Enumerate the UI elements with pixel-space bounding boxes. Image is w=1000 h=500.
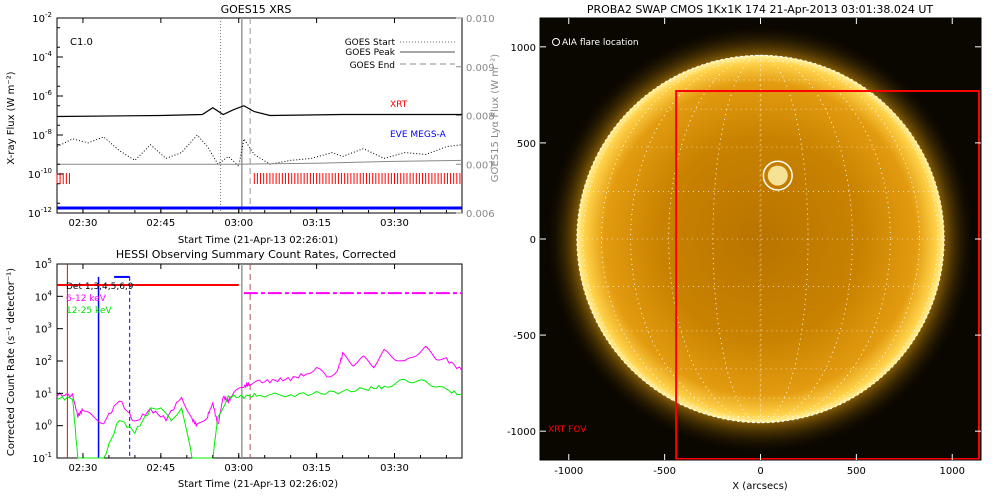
goes-ytick-label: 10-8	[32, 128, 52, 142]
goes-ytick-exp: -2	[45, 11, 52, 19]
swap-xtick-label: 1000	[940, 466, 965, 477]
hessi-legend-6-12: 6-12 keV	[66, 294, 107, 304]
flare-legend-marker	[552, 38, 560, 46]
goes-ytick-exp: -4	[45, 50, 53, 58]
hessi-marks	[56, 264, 463, 459]
swap-ytick-label: -500	[513, 331, 536, 342]
hessi-ytick-exp: -1	[45, 451, 52, 459]
hessi-ytick-exp: 3	[48, 322, 52, 330]
goes-series-long	[56, 105, 462, 118]
hessi-panel: HESSI Observing Summary Count Rates, Cor…	[6, 248, 463, 490]
goes-ytick-exp: -6	[45, 89, 53, 97]
goes-xrt-annotation: XRT	[390, 100, 408, 110]
swap-ytick-label: -1000	[507, 427, 536, 438]
sun-longitude-line	[712, 54, 809, 424]
goes-ytick-exp: -12	[41, 206, 52, 214]
goes-ylabel: X-ray Flux (W m⁻²)	[6, 71, 17, 164]
hessi-legend: Det 1,3,4,5,6,9 6-12 keV 12-25 keV	[66, 282, 134, 316]
hessi-xtick-label: 02:45	[146, 463, 175, 474]
swap-xlabel: X (arcsecs)	[732, 481, 788, 492]
goes-ytick-label: 10-10	[28, 167, 52, 181]
goes-xtick-label: 03:30	[380, 218, 409, 229]
swap-ytick-label: 0	[530, 235, 536, 246]
sun-limb	[576, 54, 945, 424]
swap-panel: PROBA2 SWAP CMOS 1Kx1K 174 21-Apr-2013 0…	[507, 3, 982, 492]
goes-ytick-exp: -10	[41, 167, 52, 175]
goes-ytick-right-label: 0.009	[466, 63, 495, 74]
hessi-ytick-exp: 4	[48, 289, 53, 297]
hessi-ytick-exp: 1	[48, 386, 52, 394]
active-region	[767, 165, 788, 186]
goes-ytick-right-label: 0.010	[466, 14, 495, 25]
goes-series-lyman	[57, 159, 463, 165]
goes-xtick-label: 02:30	[69, 218, 98, 229]
goes-xtick-label: 03:00	[224, 218, 253, 229]
goes-eve-annotation: EVE MEGS-A	[390, 130, 447, 140]
goes-xlabel: Start Time (21-Apr-13 02:26:01)	[178, 235, 338, 246]
hessi-ytick-exp: 0	[48, 419, 52, 427]
hessi-ytick-exp: 2	[48, 354, 52, 362]
hessi-ytick-label: 104	[35, 289, 53, 303]
hessi-ylabel: Corrected Count Rate (s⁻¹ detector⁻¹)	[6, 268, 17, 456]
swap-xtick-label: -500	[653, 466, 676, 477]
swap-xtick-label: 0	[757, 466, 763, 477]
hessi-ytick-label: 100	[35, 419, 52, 433]
aia-flare-location-circle	[762, 160, 793, 191]
xrt-fov-rect	[675, 90, 980, 460]
goes-ytick-label: 10-6	[32, 89, 52, 103]
hessi-xtick-label: 03:30	[380, 463, 409, 474]
goes-panel: GOES15 XRS 02:30 02:45 03:00 03:15 03:30 10-1…	[6, 3, 501, 246]
hessi-ytick-label: 102	[35, 354, 52, 368]
hessi-ytick-exp: 5	[48, 257, 52, 265]
hessi-ytick-label: 101	[35, 386, 52, 400]
hessi-title: HESSI Observing Summary Count Rates, Cor…	[116, 248, 396, 261]
swap-image	[543, 22, 980, 460]
swap-ytick-label: 500	[517, 139, 536, 150]
goes-class-label: C1.0	[70, 37, 93, 48]
goes-ytick-label: 10-4	[32, 50, 52, 64]
swap-title: PROBA2 SWAP CMOS 1Kx1K 174 21-Apr-2013 0…	[587, 3, 934, 16]
sun-longitude-line	[630, 54, 891, 424]
goes-xtick-label: 02:45	[146, 218, 175, 229]
goes-ytick-exp: -8	[45, 128, 52, 136]
hessi-legend-header: Det 1,3,4,5,6,9	[66, 282, 134, 292]
goes-ytick-right-label: 0.006	[466, 209, 495, 220]
hessi-ytick-label: 103	[35, 322, 52, 336]
swap-ytick-label: 1000	[511, 43, 536, 54]
goes-title: GOES15 XRS	[221, 3, 292, 16]
hessi-xtick-label: 02:30	[69, 463, 98, 474]
goes-ytick-right-label: 0.008	[466, 112, 495, 123]
goes-ytick-right-label: 0.007	[466, 160, 495, 171]
goes-legend-start: GOES Start	[345, 38, 396, 48]
hessi-xlabel: Start Time (21-Apr-13 02:26:02)	[178, 479, 338, 490]
goes-legend-peak: GOES Peak	[345, 48, 395, 58]
goes-ytick-label: 10-12	[28, 206, 52, 220]
hessi-series-12-25 keV	[56, 378, 463, 459]
swap-xtick-label: 500	[847, 466, 866, 477]
goes-axes: 02:30 02:45 03:00 03:15 03:30 10-12 10-10 10-8 1…	[28, 11, 495, 229]
hessi-ytick-label: 10-1	[32, 451, 52, 465]
swap-fov-label: XRT FOV	[548, 425, 587, 435]
swap-axes: -1000 -1000 -500 -500 0 0 500 500 1000 1000	[507, 18, 981, 477]
hessi-series-6-12 keV	[56, 345, 463, 427]
swap-flare-label: AIA flare location	[562, 38, 639, 48]
goes-ylabel-right: GOES15 Lyα Flux (W m⁻²)	[490, 54, 501, 182]
goes-legend-end: GOES End	[350, 61, 395, 71]
sun-longitude-line	[759, 54, 762, 424]
goes-legend: GOES Start GOES Peak GOES End	[345, 38, 455, 71]
hessi-xtick-label: 03:15	[302, 463, 331, 474]
goes-xtick-label: 03:15	[302, 218, 331, 229]
hessi-legend-12-25: 12-25 keV	[66, 306, 112, 316]
hessi-xtick-label: 03:00	[224, 463, 253, 474]
goes-ytick-label: 10-2	[32, 11, 52, 25]
hessi-ytick-label: 105	[35, 257, 52, 271]
swap-xtick-label: -1000	[554, 466, 583, 477]
goes-marks	[56, 18, 463, 213]
